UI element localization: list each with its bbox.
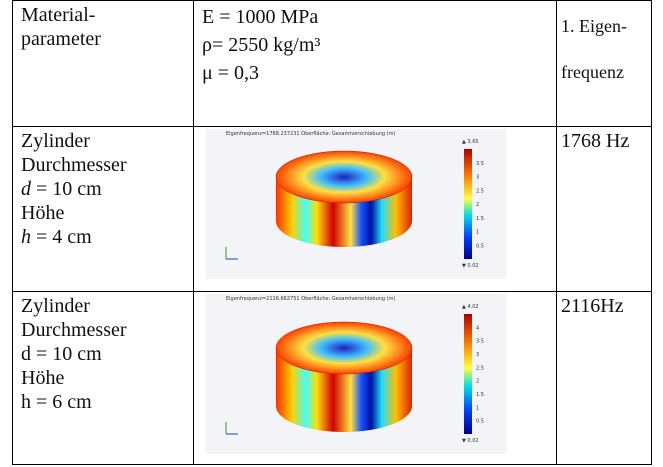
table-cell: Eigenfrequenz=2116.662751 Oberfläche: Ge… bbox=[194, 292, 557, 465]
cell-line: h = 6 cm bbox=[21, 390, 185, 414]
table-cell: Eigenfrequenz=1768.237231 Oberfläche: Ge… bbox=[194, 127, 557, 292]
cell-line: parameter bbox=[21, 27, 185, 51]
colorbar-tick-label: 1.5 bbox=[476, 216, 484, 222]
cell-line: Höhe bbox=[21, 366, 185, 390]
cell-line: 1. Eigen- bbox=[561, 3, 647, 49]
cell-line: d = 10 cm bbox=[21, 177, 185, 201]
variable: d bbox=[21, 178, 31, 200]
variable: h bbox=[21, 226, 31, 248]
simulation-image: Eigenfrequenz=1768.237231 Oberfläche: Ge… bbox=[206, 129, 506, 279]
cell-line: Höhe bbox=[21, 201, 185, 225]
colorbar-tick-label: 3 bbox=[476, 175, 479, 181]
table-cell: 1768 Hz bbox=[557, 127, 652, 292]
cell-line: Material- bbox=[21, 3, 185, 27]
colorbar bbox=[464, 314, 472, 434]
cell-line: frequenz bbox=[561, 49, 647, 95]
colorbar-tick-label: 0.5 bbox=[476, 243, 484, 249]
page: Material-parameterE = 1000 MPaρ= 2550 kg… bbox=[0, 0, 663, 467]
colorbar-tick-label: 2 bbox=[476, 379, 479, 385]
table-cell: 1. Eigen-frequenz bbox=[557, 1, 652, 127]
colorbar-tick-label: 0.5 bbox=[476, 419, 484, 425]
cell-line: Zylinder bbox=[21, 129, 185, 153]
image-title: Eigenfrequenz=2116.662751 Oberfläche: Ge… bbox=[226, 296, 395, 302]
colorbar-tick-label: 1.5 bbox=[476, 392, 484, 398]
cell-line: Durchmesser bbox=[21, 318, 185, 342]
colorbar-tick-label: 3.5 bbox=[476, 161, 484, 167]
cell-line: Durchmesser bbox=[21, 153, 185, 177]
colorbar bbox=[464, 149, 472, 259]
colorbar-max: ▲ 4.02 bbox=[462, 304, 479, 310]
cell-line: d = 10 cm bbox=[21, 342, 185, 366]
cell-line: 2116Hz bbox=[561, 294, 647, 318]
colorbar-min: ▼ 0.02 bbox=[462, 263, 479, 269]
colorbar-tick-label: 3 bbox=[476, 352, 479, 358]
cylinder-top bbox=[276, 151, 412, 203]
colorbar-tick-label: 1 bbox=[476, 230, 479, 236]
cell-line: 1768 Hz bbox=[561, 129, 647, 153]
colorbar-tick-label: 2.5 bbox=[476, 365, 484, 371]
cylinder-top bbox=[276, 322, 412, 374]
colorbar-max: ▲ 3.65 bbox=[462, 139, 479, 145]
cell-line: μ = 0,3 bbox=[202, 59, 548, 87]
simulation-image: Eigenfrequenz=2116.662751 Oberfläche: Ge… bbox=[206, 294, 506, 454]
cell-line: ρ= 2550 kg/m³ bbox=[202, 31, 548, 59]
colorbar-tick-label: 1 bbox=[476, 405, 479, 411]
table-cell: Material-parameter bbox=[13, 1, 194, 127]
colorbar-tick-label: 3.5 bbox=[476, 339, 484, 345]
colorbar-tick-label: 4 bbox=[476, 325, 479, 331]
colorbar-tick-label: 2 bbox=[476, 202, 479, 208]
cell-text: = 10 cm bbox=[31, 178, 102, 200]
image-title: Eigenfrequenz=1768.237231 Oberfläche: Ge… bbox=[226, 131, 395, 137]
cell-line: h = 4 cm bbox=[21, 225, 185, 249]
cell-text: = 4 cm bbox=[31, 226, 92, 248]
cell-line: Zylinder bbox=[21, 294, 185, 318]
colorbar-min: ▼ 0.02 bbox=[462, 438, 479, 444]
table-cell: 2116Hz bbox=[557, 292, 652, 465]
colorbar-tick-label: 2.5 bbox=[476, 188, 484, 194]
cell-line: E = 1000 MPa bbox=[202, 3, 548, 31]
